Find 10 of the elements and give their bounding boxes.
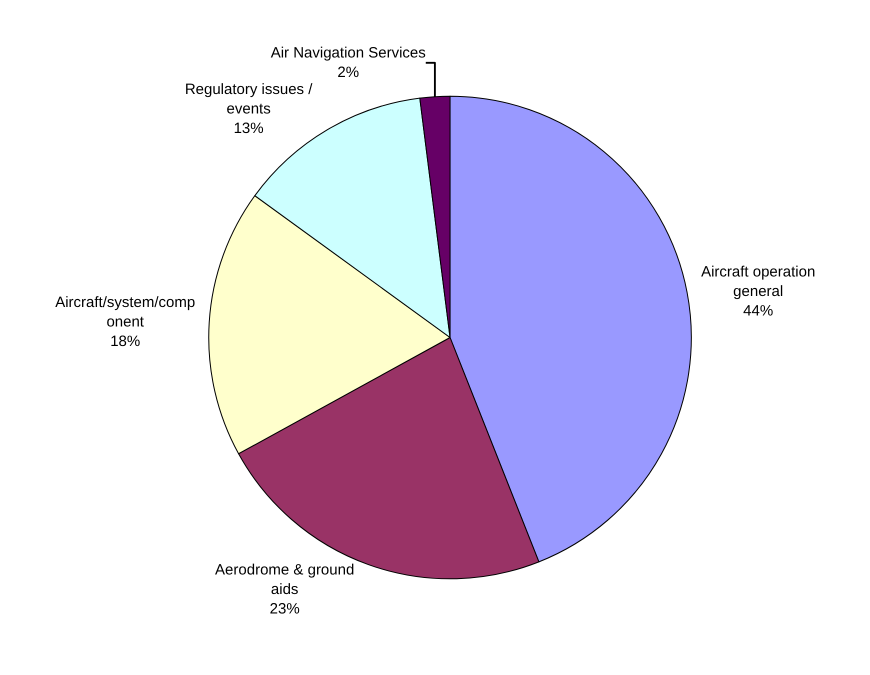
data-label: 2%	[337, 64, 360, 82]
data-label: 23%	[270, 600, 300, 618]
slice-label: Aircraft operation general	[701, 263, 816, 300]
data-label: 13%	[234, 120, 264, 138]
slice-label: Aircraft/system/comp onent	[55, 294, 196, 331]
slice-label: Regulatory issues / events	[184, 81, 314, 118]
data-label: 18%	[110, 333, 140, 350]
slice-label: Air Navigation Services	[270, 44, 426, 62]
data-label: 44%	[743, 302, 774, 320]
slice-label: Aerodrome & ground aids	[215, 561, 354, 598]
